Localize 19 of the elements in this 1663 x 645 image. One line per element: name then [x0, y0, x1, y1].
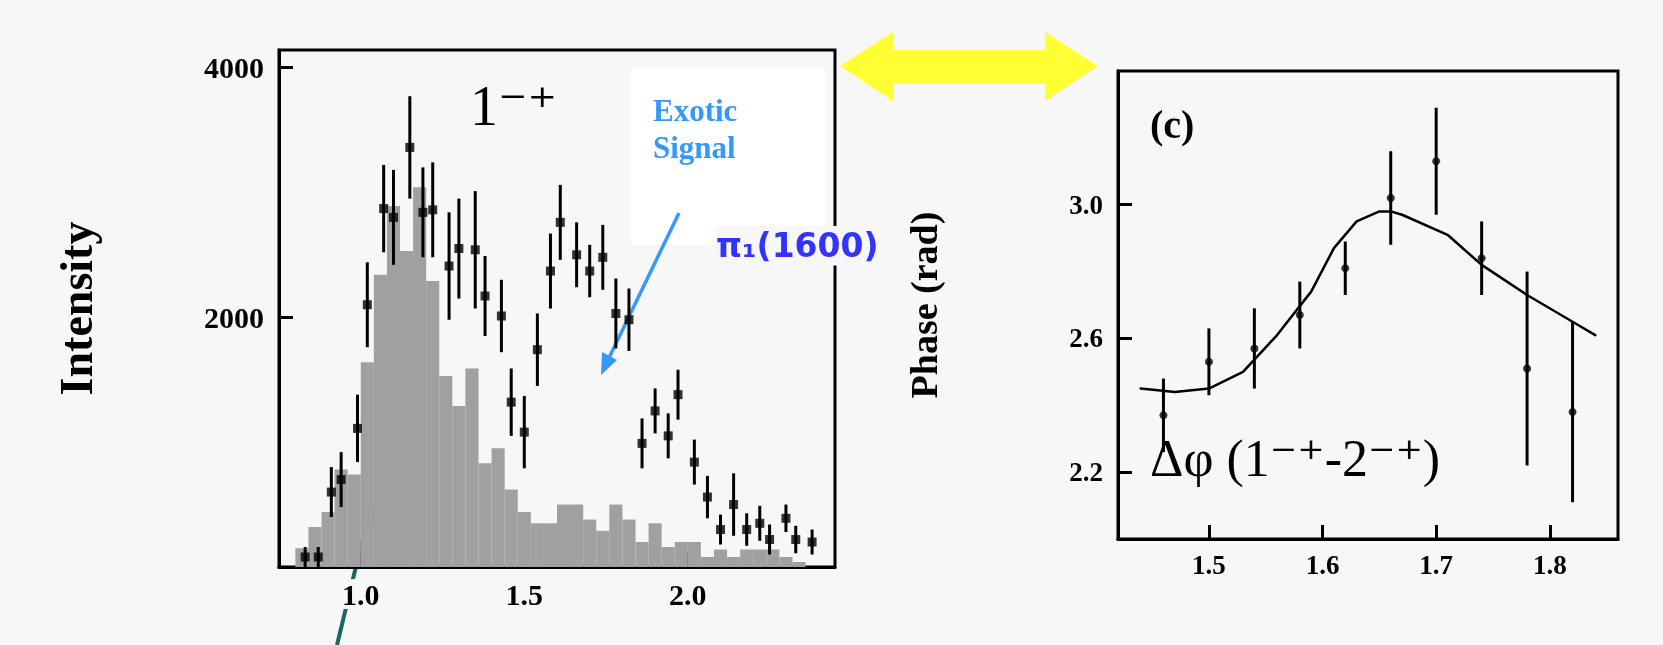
x-tick-label: 2.0	[669, 577, 707, 611]
annotation: (c)	[1150, 101, 1195, 147]
y-tick-label: 3.0	[1069, 189, 1103, 220]
y-tick-label: 4000	[204, 50, 264, 84]
x-tick-label: 1.0	[342, 577, 380, 611]
annotation: Δφ (1⁻⁺-2⁻⁺)	[1150, 429, 1441, 488]
annotation: π₁(1600)	[716, 226, 879, 266]
y-tick-label: 2000	[204, 300, 264, 334]
y-tick-label: 2.6	[1069, 323, 1103, 354]
y-axis-title: Intensity	[50, 221, 102, 396]
y-axis-title: Phase (rad)	[903, 211, 946, 399]
x-tick-label: 1.7	[1419, 549, 1454, 580]
x-tick-label: 1.5	[505, 577, 544, 611]
annotation: Exotic Signal	[653, 93, 746, 166]
x-tick-label: 1.6	[1305, 549, 1340, 580]
x-tick-label: 1.8	[1532, 549, 1567, 580]
annotation: 1⁻⁺	[470, 74, 558, 137]
x-tick-label: 1.5	[1192, 549, 1226, 580]
y-tick-label: 2.2	[1069, 457, 1103, 488]
